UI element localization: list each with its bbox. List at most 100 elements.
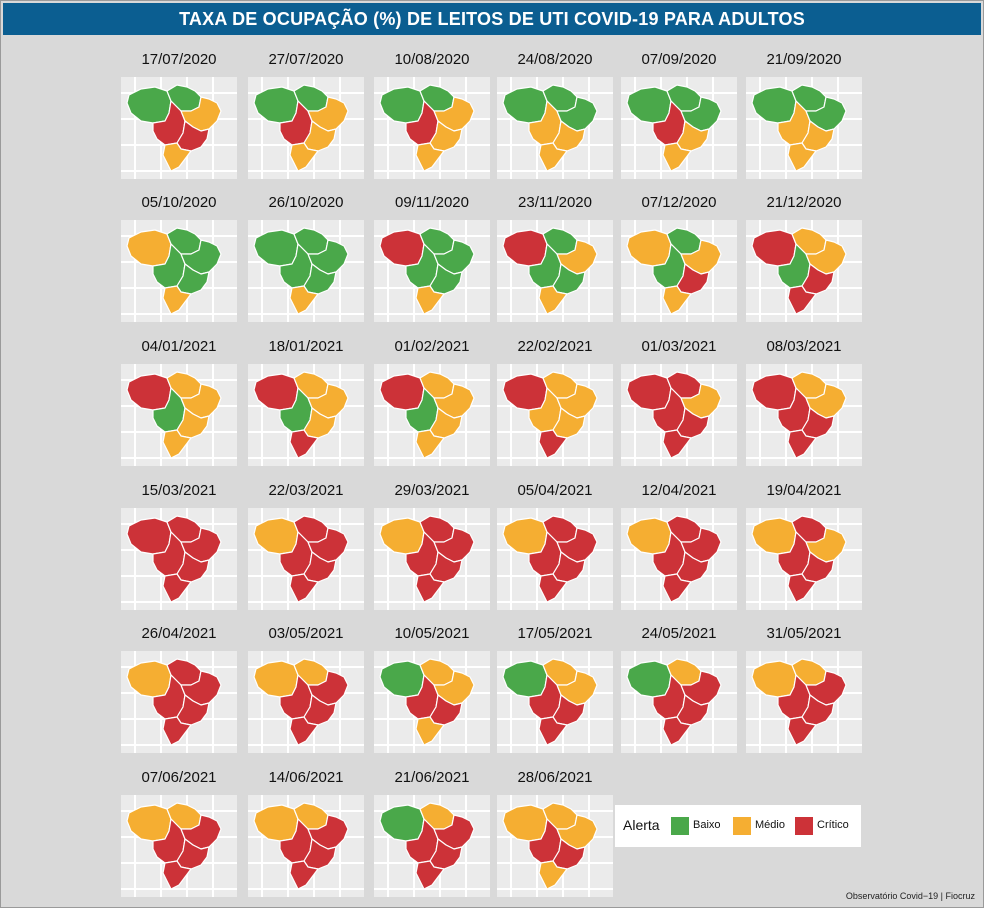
region-north-west bbox=[126, 86, 172, 124]
region-south bbox=[415, 429, 445, 459]
map-svg bbox=[374, 77, 490, 179]
brazil-map bbox=[746, 364, 862, 466]
brazil-map bbox=[497, 651, 613, 753]
region-south bbox=[162, 573, 192, 603]
region-north-west bbox=[502, 229, 548, 267]
map-date-label: 26/04/2021 bbox=[141, 625, 217, 642]
region-north-west bbox=[126, 229, 172, 267]
region-north-west bbox=[626, 229, 672, 267]
map-date-label: 23/11/2020 bbox=[518, 194, 592, 211]
map-date-label: 09/11/2020 bbox=[395, 194, 469, 211]
map-date-label: 07/06/2021 bbox=[141, 769, 217, 786]
region-north-west bbox=[751, 517, 797, 555]
region-north-west bbox=[126, 517, 172, 555]
map-svg bbox=[621, 364, 737, 466]
region-north-west bbox=[502, 660, 548, 698]
region-north-west bbox=[751, 660, 797, 698]
brazil-map bbox=[374, 508, 490, 610]
region-south bbox=[662, 285, 692, 315]
region-north-west bbox=[626, 660, 672, 698]
region-south bbox=[415, 716, 445, 746]
map-date-label: 10/08/2020 bbox=[394, 51, 470, 68]
map-date-label: 17/07/2020 bbox=[141, 51, 217, 68]
brazil-map bbox=[374, 651, 490, 753]
region-south bbox=[162, 429, 192, 459]
region-south bbox=[538, 142, 568, 172]
map-svg bbox=[248, 508, 364, 610]
map-svg bbox=[497, 508, 613, 610]
map-date-label: 22/03/2021 bbox=[268, 482, 344, 499]
map-svg bbox=[497, 77, 613, 179]
brazil-map bbox=[374, 77, 490, 179]
region-south bbox=[538, 716, 568, 746]
map-svg bbox=[746, 364, 862, 466]
source-credit: Observatório Covid−19 | Fiocruz bbox=[845, 891, 975, 901]
map-date-label: 07/12/2020 bbox=[641, 194, 717, 211]
region-south bbox=[538, 860, 568, 890]
region-north-west bbox=[502, 804, 548, 842]
brazil-map bbox=[248, 651, 364, 753]
map-svg bbox=[621, 220, 737, 322]
region-south bbox=[787, 285, 817, 315]
region-south bbox=[415, 142, 445, 172]
region-north-west bbox=[751, 373, 797, 411]
map-svg bbox=[121, 508, 237, 610]
brazil-map bbox=[121, 795, 237, 897]
legend-label-baixo: Baixo bbox=[693, 819, 721, 831]
region-north-west bbox=[253, 229, 299, 267]
brazil-map bbox=[621, 77, 737, 179]
legend-title: Alerta bbox=[623, 817, 660, 833]
map-date-label: 17/05/2021 bbox=[517, 625, 593, 642]
map-date-label: 15/03/2021 bbox=[141, 482, 217, 499]
brazil-map bbox=[497, 364, 613, 466]
region-north-west bbox=[126, 373, 172, 411]
brazil-map bbox=[497, 220, 613, 322]
region-north-west bbox=[253, 804, 299, 842]
map-svg bbox=[497, 220, 613, 322]
legend-swatch-baixo bbox=[671, 817, 689, 835]
region-north-west bbox=[751, 86, 797, 124]
brazil-map bbox=[121, 508, 237, 610]
brazil-map bbox=[497, 508, 613, 610]
brazil-map bbox=[746, 508, 862, 610]
region-north-west bbox=[626, 373, 672, 411]
brazil-map bbox=[121, 651, 237, 753]
region-south bbox=[289, 573, 319, 603]
map-svg bbox=[746, 508, 862, 610]
map-svg bbox=[121, 364, 237, 466]
region-north-west bbox=[253, 517, 299, 555]
region-south bbox=[162, 142, 192, 172]
figure-title: TAXA DE OCUPAÇÃO (%) DE LEITOS DE UTI CO… bbox=[3, 3, 981, 35]
region-north-west bbox=[502, 86, 548, 124]
map-svg bbox=[248, 651, 364, 753]
brazil-map bbox=[121, 364, 237, 466]
map-svg bbox=[121, 795, 237, 897]
map-date-label: 07/09/2020 bbox=[641, 51, 717, 68]
region-north-west bbox=[253, 660, 299, 698]
brazil-map bbox=[121, 77, 237, 179]
map-date-label: 21/12/2020 bbox=[766, 194, 842, 211]
brazil-map bbox=[497, 795, 613, 897]
map-svg bbox=[374, 220, 490, 322]
map-date-label: 29/03/2021 bbox=[394, 482, 470, 499]
map-date-label: 05/10/2020 bbox=[141, 194, 217, 211]
map-svg bbox=[621, 651, 737, 753]
map-svg bbox=[248, 364, 364, 466]
region-north-west bbox=[379, 517, 425, 555]
region-north-west bbox=[126, 804, 172, 842]
region-south bbox=[415, 573, 445, 603]
region-south bbox=[289, 716, 319, 746]
map-svg bbox=[374, 364, 490, 466]
map-svg bbox=[248, 77, 364, 179]
region-north-west bbox=[379, 660, 425, 698]
map-svg bbox=[121, 77, 237, 179]
brazil-map bbox=[374, 364, 490, 466]
map-date-label: 01/03/2021 bbox=[641, 338, 717, 355]
region-north-west bbox=[626, 86, 672, 124]
region-north-west bbox=[253, 373, 299, 411]
map-date-label: 12/04/2021 bbox=[641, 482, 717, 499]
map-date-label: 27/07/2020 bbox=[268, 51, 344, 68]
map-svg bbox=[497, 651, 613, 753]
brazil-map bbox=[248, 220, 364, 322]
map-date-label: 19/04/2021 bbox=[766, 482, 842, 499]
